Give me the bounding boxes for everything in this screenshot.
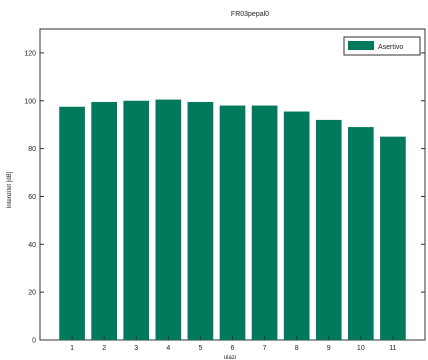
bar-series (59, 99, 406, 341)
bar-11 (380, 136, 406, 340)
y-tick-label: 20 (28, 290, 36, 297)
chart-title: FR03pepal0 (231, 11, 269, 18)
x-tick-label: 2 (102, 345, 106, 352)
y-tick-label: 80 (28, 146, 36, 153)
x-tick-label: 3 (134, 345, 138, 352)
x-tick-label: 11 (389, 345, 396, 352)
legend: Asertivo (343, 36, 421, 56)
bar-9 (315, 119, 342, 341)
bar-1 (59, 106, 85, 340)
y-tick-label: 100 (24, 98, 36, 105)
legend-swatch (348, 41, 374, 50)
bar-4 (155, 99, 182, 340)
bar-8 (283, 111, 310, 341)
x-tick-label: 9 (327, 345, 331, 352)
x-tick-label: 4 (166, 345, 170, 352)
y-tick-label: 0 (32, 338, 36, 345)
x-tick-label: 6 (231, 345, 235, 352)
x-tick-label: 7 (263, 345, 267, 352)
bar-10 (348, 127, 374, 340)
y-axis-label: Intenzitet [dB] (7, 171, 13, 208)
x-axis: 1 2 3 4 5 6 7 8 9 10 11 (70, 336, 397, 352)
x-tick-label: 10 (357, 345, 365, 352)
legend-label: Asertivo (378, 44, 403, 51)
y-axis: 0 20 40 60 80 100 120 (24, 50, 425, 345)
bar-5 (187, 101, 214, 340)
x-tick-label: 1 (70, 345, 74, 352)
bar-6 (219, 105, 246, 340)
bar-2 (91, 101, 117, 340)
y-tick-label: 60 (28, 194, 36, 201)
bar-7 (251, 105, 278, 340)
x-tick-label: 5 (198, 345, 202, 352)
x-axis-label: ulazi (224, 355, 236, 360)
x-tick-label: 8 (295, 345, 299, 352)
bar-3 (123, 100, 150, 341)
y-tick-label: 120 (24, 50, 36, 57)
y-tick-label: 40 (28, 242, 36, 249)
